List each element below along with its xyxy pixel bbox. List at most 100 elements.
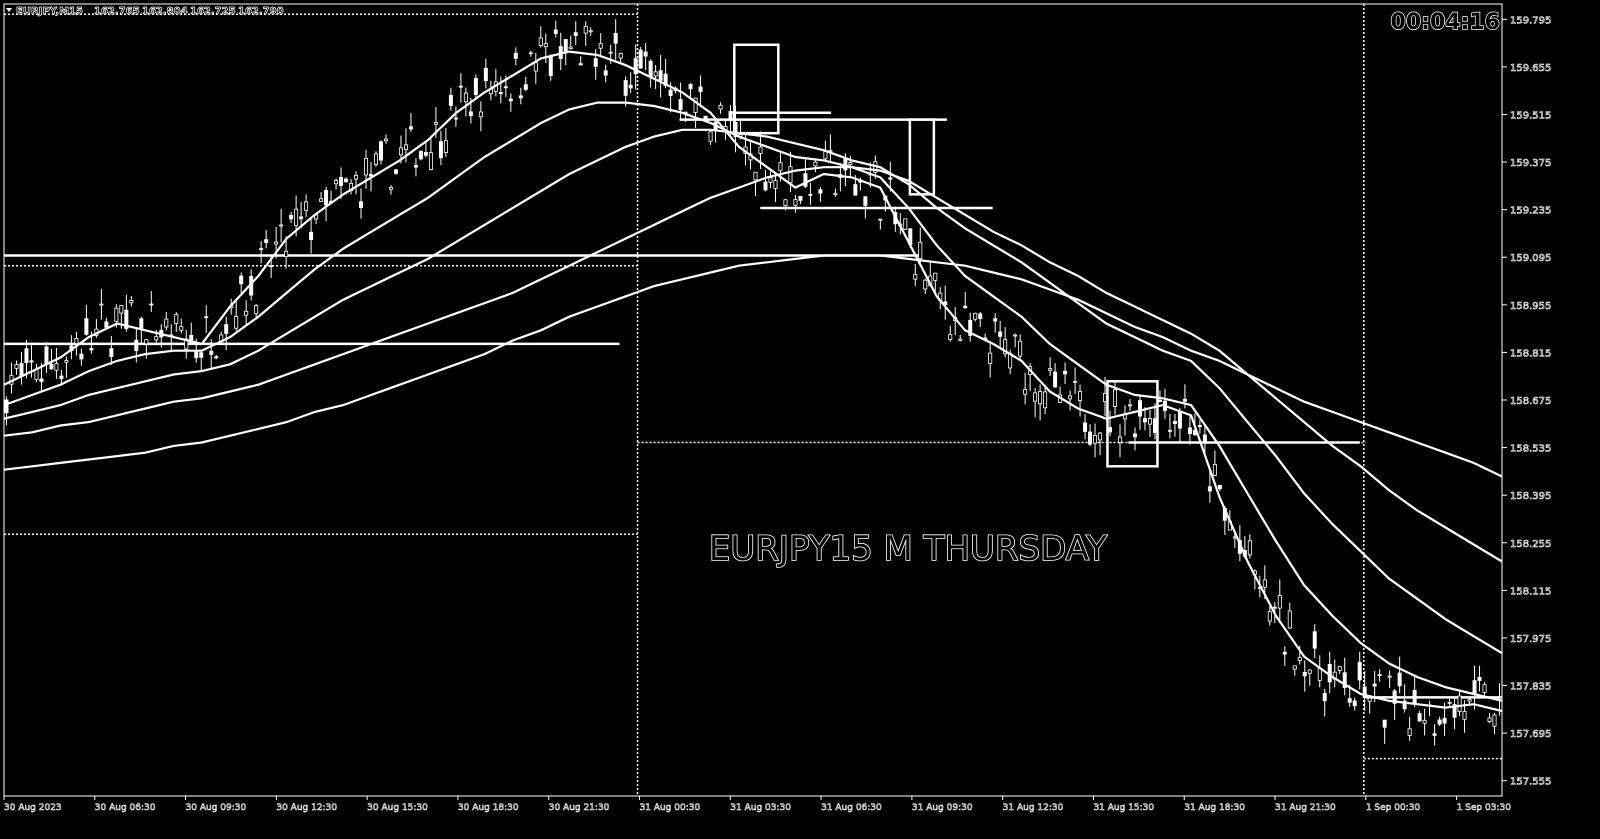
candle-body (418, 150, 423, 160)
candle-body (1207, 486, 1212, 492)
candle-body (593, 58, 598, 67)
candle-body (448, 95, 453, 106)
candle-body (618, 53, 623, 59)
candle-body (823, 151, 828, 160)
candle-body (1277, 595, 1282, 609)
candle-body (309, 231, 314, 240)
candle-body (1357, 661, 1362, 681)
candle-body (708, 131, 713, 142)
candle-body (533, 62, 538, 72)
candle-body (1432, 733, 1437, 736)
candle-body (813, 161, 818, 167)
candle-body (783, 199, 788, 207)
candle-body (888, 177, 893, 180)
moving-averages-layer (3, 50, 1503, 713)
x-tick-label: 1 Sep 00:30 (1366, 803, 1421, 813)
candle-body (613, 32, 618, 44)
candle-body (483, 67, 488, 82)
candle-body (913, 274, 918, 280)
candle-body (1182, 398, 1187, 402)
ohlc-high: 162.804 (142, 6, 188, 17)
candle-body (1038, 391, 1043, 405)
candle-body (114, 307, 119, 322)
candle-body (1212, 463, 1217, 476)
x-tick-label: 30 Aug 09:30 (186, 803, 247, 813)
candle-body (508, 98, 513, 102)
candle-body (853, 184, 858, 196)
candle-body (763, 181, 768, 191)
candle-body (1312, 631, 1317, 649)
y-tick-label: 158.955 (1510, 301, 1551, 312)
candle-body (374, 153, 379, 166)
x-tick-label: 31 Aug 18:30 (1184, 803, 1245, 813)
candle-body (1462, 711, 1467, 720)
candle-body (863, 196, 868, 206)
candle-body (548, 55, 553, 77)
candle-body (598, 43, 603, 49)
candle-body (1397, 672, 1402, 687)
candle-body (513, 52, 518, 59)
candle-body (778, 162, 783, 172)
candle-body (284, 250, 289, 258)
candle-body (1487, 717, 1492, 722)
candle-body (194, 350, 199, 359)
candle-body (1472, 680, 1477, 694)
candle-body (184, 338, 189, 350)
candle-body (124, 309, 129, 329)
candle-body (144, 339, 149, 345)
candle-body (149, 303, 154, 306)
candle-body (633, 58, 638, 75)
dropdown-triangle-icon[interactable] (6, 8, 12, 12)
candle-body (1297, 657, 1302, 661)
candle-body (1447, 701, 1452, 704)
candle-body (354, 174, 359, 180)
y-tick-label: 159.235 (1510, 206, 1551, 217)
candle-body (1492, 714, 1497, 727)
ohlc-open: 162.765 (94, 6, 140, 17)
candle-body (1197, 425, 1202, 427)
candle-body (1053, 371, 1058, 388)
candle-body (798, 196, 803, 201)
candle-body (1098, 432, 1103, 441)
candle-body (1382, 719, 1387, 728)
highlight-zone-box (908, 118, 936, 196)
candle-body (833, 192, 838, 195)
candle-body (903, 218, 908, 230)
candle-body (608, 51, 613, 54)
moving-average-line (3, 166, 1503, 563)
candle-body (918, 241, 923, 260)
chart-header: EURJPY,M15 162.765 162.804 162.725 162.7… (6, 6, 284, 17)
candle-body (968, 319, 973, 336)
candle-body (1347, 698, 1352, 703)
y-tick-label: 157.555 (1510, 777, 1551, 788)
y-tick-label: 159.375 (1510, 158, 1551, 169)
highlight-zone-box (1106, 380, 1159, 468)
candle-body (1272, 606, 1277, 609)
candle-body (848, 162, 853, 165)
candle-body (698, 86, 703, 92)
candle-body (34, 369, 39, 381)
candles-layer (4, 19, 1502, 746)
candle-body (204, 316, 209, 319)
candle-body (1457, 695, 1462, 712)
y-tick-label: 159.795 (1510, 15, 1551, 26)
candle-body (933, 272, 938, 281)
x-tick-label: 30 Aug 15:30 (367, 803, 428, 813)
candle-body (24, 348, 29, 364)
candle-body (104, 321, 109, 328)
candle-body (688, 83, 693, 90)
candle-body (319, 198, 324, 202)
candle-body (1127, 404, 1132, 407)
candle-body (54, 363, 59, 371)
candle-body (433, 122, 438, 125)
candle-body (324, 190, 329, 206)
candle-body (463, 92, 468, 103)
candle-body (199, 352, 204, 358)
candle-body (973, 312, 978, 320)
candle-body (518, 95, 523, 99)
candle-body (299, 216, 304, 220)
candle-body (1387, 675, 1392, 678)
symbol-label: EURJPY,M15 (16, 6, 83, 17)
candle-body (339, 176, 344, 187)
